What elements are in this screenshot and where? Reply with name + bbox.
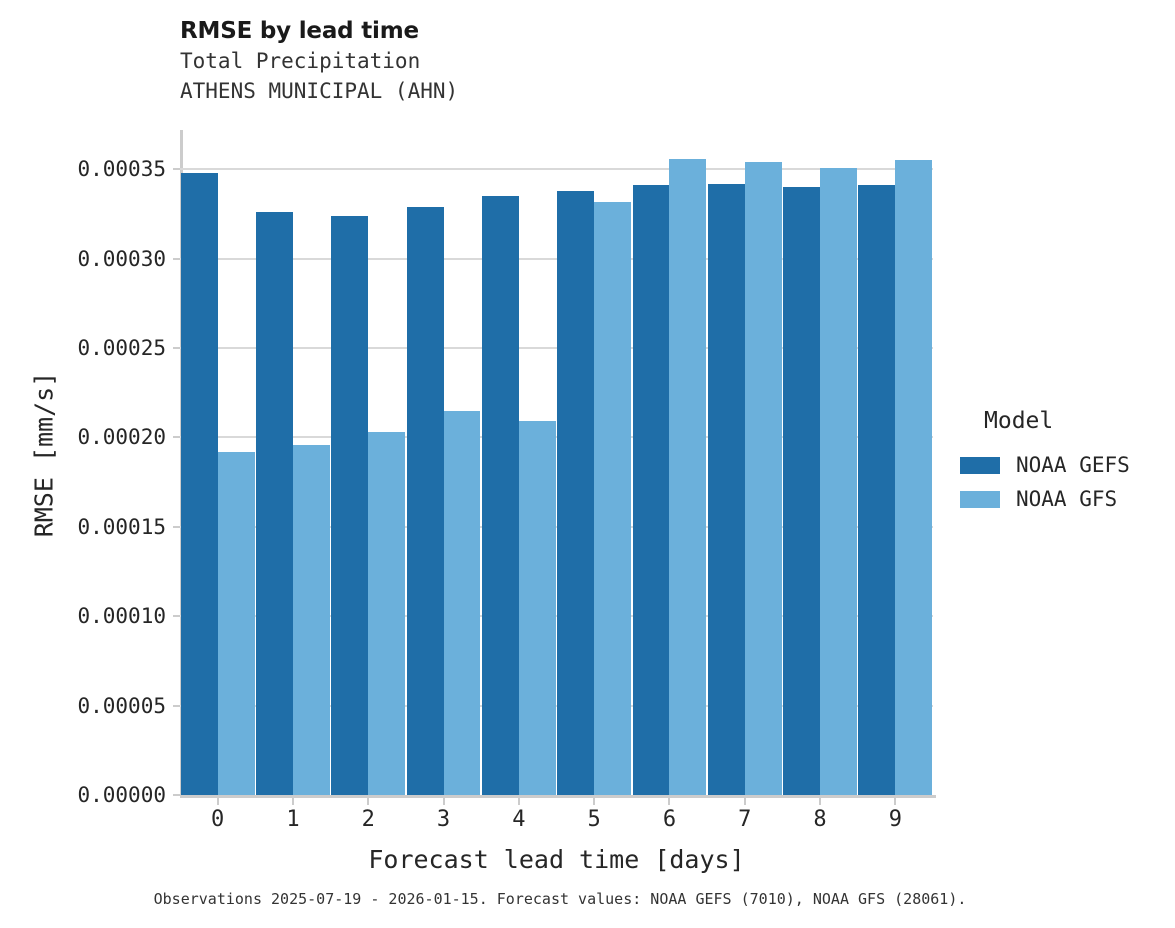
bar-noaa-gefs-day-9[interactable]	[858, 185, 896, 795]
x-axis-tick	[291, 798, 294, 805]
bar-group	[331, 130, 406, 795]
x-axis-tick-label: 9	[888, 807, 902, 832]
legend-entries: NOAA GEFS NOAA GFS	[960, 448, 1175, 516]
x-axis-tick	[668, 798, 671, 805]
y-axis-tick	[173, 704, 180, 707]
legend: Model NOAA GEFS NOAA GFS	[960, 408, 1175, 516]
bar-noaa-gfs-day-2[interactable]	[368, 432, 406, 795]
x-axis-spine	[180, 795, 936, 798]
y-gridline	[180, 257, 933, 260]
bar-noaa-gfs-day-3[interactable]	[443, 410, 481, 795]
y-axis-tick	[173, 794, 180, 796]
legend-swatch-icon	[960, 456, 1000, 474]
x-axis-tick	[442, 798, 445, 805]
footnote: Observations 2025-07-19 - 2026-01-15. Fo…	[153, 890, 967, 908]
x-axis-tick-label: 2	[361, 807, 375, 832]
bar-noaa-gfs-day-5[interactable]	[594, 201, 632, 795]
y-axis-tick-label: 0.00025	[77, 336, 166, 361]
x-axis-tick	[517, 798, 520, 805]
bar-noaa-gfs-day-1[interactable]	[292, 444, 330, 795]
y-axis-tick-label: 0.00000	[77, 783, 166, 807]
title-block: RMSE by lead time Total Precipitation AT…	[180, 16, 940, 106]
bar-group	[557, 130, 632, 795]
y-gridline	[180, 436, 933, 439]
x-axis-tick	[216, 798, 219, 805]
bar-noaa-gefs-day-6[interactable]	[632, 185, 670, 795]
x-axis-tick	[367, 798, 370, 805]
chart-subtitle-station: ATHENS MUNICIPAL (AHN)	[180, 79, 459, 103]
bar-noaa-gefs-day-7[interactable]	[707, 183, 745, 795]
x-axis-tick-label: 1	[286, 807, 300, 832]
bar-noaa-gefs-day-5[interactable]	[557, 190, 595, 795]
bar-group	[180, 130, 255, 795]
x-axis-tick-label: 5	[587, 807, 601, 832]
bar-group	[632, 130, 707, 795]
y-axis-tick-label: 0.00030	[77, 246, 166, 271]
y-axis-tick-label: 0.00035	[77, 157, 166, 182]
x-axis-tick	[894, 798, 897, 805]
legend-title: Model	[984, 408, 1054, 434]
bar-noaa-gefs-day-3[interactable]	[406, 206, 444, 795]
legend-swatch-icon	[960, 490, 1000, 508]
y-axis-tick-label: 0.00015	[77, 514, 166, 539]
bar-group	[255, 130, 330, 795]
y-axis-tick	[173, 525, 180, 528]
y-gridline	[180, 525, 933, 528]
y-gridline	[180, 615, 933, 618]
x-axis-title: Forecast lead time [days]	[368, 845, 745, 874]
bar-group	[481, 130, 556, 795]
legend-item-label: NOAA GFS	[1016, 486, 1118, 511]
y-axis-tick	[173, 347, 180, 350]
page-title: RMSE by lead time	[180, 18, 419, 44]
x-axis-tick	[593, 798, 596, 805]
y-axis-tick-label: 0.00020	[77, 425, 166, 450]
bar-noaa-gefs-day-8[interactable]	[783, 187, 821, 795]
bar-noaa-gefs-day-4[interactable]	[481, 196, 519, 795]
x-axis-tick-label: 8	[813, 807, 827, 832]
bar-noaa-gfs-day-0[interactable]	[217, 451, 255, 795]
bar-group	[707, 130, 782, 795]
y-axis-tick-label: 0.00010	[77, 604, 166, 629]
bar-group	[782, 130, 857, 795]
y-axis-tick-label: 0.00005	[77, 693, 166, 718]
bar-noaa-gfs-day-7[interactable]	[744, 162, 782, 795]
bar-noaa-gefs-day-0[interactable]	[180, 172, 218, 795]
y-gridline	[180, 347, 933, 350]
y-axis-tick-labels: 0.00000 0.00005 0.00010 0.00015 0.00020 0.000…	[0, 130, 166, 806]
bar-noaa-gfs-day-6[interactable]	[669, 158, 707, 795]
bar-group	[858, 130, 933, 795]
y-axis-tick	[173, 257, 180, 260]
x-axis-tick-label: 4	[512, 807, 526, 832]
x-axis-tick-label: 6	[662, 807, 677, 832]
bar-noaa-gefs-day-2[interactable]	[331, 215, 369, 795]
x-axis-tick-label: 3	[436, 807, 451, 832]
x-axis-tick	[819, 798, 822, 805]
y-axis-title: RMSE [mm/s]	[29, 371, 59, 538]
bar-group	[406, 130, 481, 795]
legend-item-noaa-gfs[interactable]: NOAA GFS	[960, 482, 1175, 516]
legend-item-noaa-gefs[interactable]: NOAA GEFS	[960, 448, 1175, 482]
x-axis-tick-label: 7	[738, 807, 752, 832]
plot-area	[173, 130, 933, 796]
x-axis-tick-label: 0	[211, 807, 225, 832]
y-gridline	[180, 168, 933, 171]
y-axis-tick	[173, 615, 180, 618]
bar-noaa-gfs-day-9[interactable]	[895, 160, 933, 795]
legend-item-label: NOAA GEFS	[1016, 452, 1130, 477]
y-axis-tick	[173, 168, 180, 171]
chart-subtitle-variable: Total Precipitation	[180, 49, 421, 73]
bar-noaa-gfs-day-4[interactable]	[518, 421, 556, 795]
bar-noaa-gefs-day-1[interactable]	[256, 212, 293, 795]
y-axis-tick	[173, 436, 180, 439]
y-gridline	[180, 704, 933, 707]
x-axis-tick	[743, 798, 746, 805]
bar-noaa-gfs-day-8[interactable]	[820, 167, 857, 795]
